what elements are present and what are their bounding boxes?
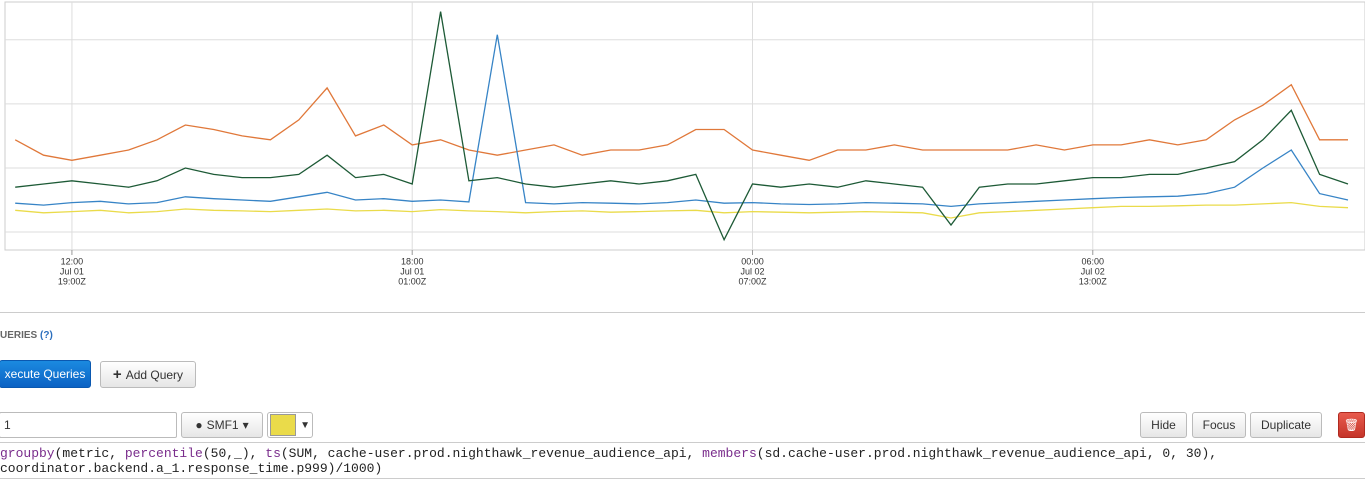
- query-line: groupby(metric, percentile(50,_), ts(SUM…: [0, 446, 1217, 461]
- title: UERIES: [0, 330, 38, 341]
- text: (SUM, cache-user.prod.nighthawk_revenue_…: [280, 446, 703, 461]
- keyword: percentile: [124, 446, 203, 461]
- keyword: ts: [265, 446, 281, 461]
- x-tick-label: 00:00: [741, 256, 764, 266]
- x-tick-utc: 07:00Z: [738, 276, 767, 286]
- focus-button[interactable]: Focus: [1192, 412, 1246, 438]
- keyword: members: [702, 446, 757, 461]
- series-line: [15, 34, 1349, 208]
- label: Duplicate: [1260, 418, 1312, 432]
- label: Add Query: [125, 367, 184, 382]
- x-tick-label: 06:00: [1082, 256, 1105, 266]
- text: (metric,: [54, 446, 125, 461]
- help-link[interactable]: (?): [40, 330, 53, 341]
- series-line: [15, 11, 1349, 242]
- datacenter-dropdown[interactable]: ● SMF1 ▾: [181, 412, 263, 438]
- x-tick-date: Jul 02: [1081, 266, 1105, 276]
- text: (50,_),: [202, 446, 266, 461]
- x-tick-label: 12:00: [61, 256, 84, 266]
- label: xecute Queries: [4, 367, 86, 381]
- x-tick-date: Jul 01: [60, 266, 84, 276]
- x-tick-label: 18:00: [401, 256, 424, 266]
- plot-frame: [4, 1, 1365, 251]
- label: Focus: [1202, 418, 1236, 432]
- x-tick-utc: 13:00Z: [1079, 276, 1108, 286]
- x-tick-date: Jul 02: [740, 266, 764, 276]
- execute-button[interactable]: xecute Queries: [0, 360, 91, 388]
- duplicate-button[interactable]: Duplicate: [1250, 412, 1322, 438]
- divider: [0, 478, 1365, 479]
- section-title: UERIES (?): [0, 330, 53, 341]
- query-name-input[interactable]: 1: [0, 412, 177, 438]
- x-tick-date: Jul 01: [400, 266, 424, 276]
- color-picker[interactable]: ▼: [267, 412, 313, 438]
- divider: [0, 312, 1365, 313]
- hide-button[interactable]: Hide: [1140, 412, 1187, 438]
- delete-button[interactable]: 🗑: [1338, 412, 1365, 438]
- x-tick-utc: 01:00Z: [398, 276, 427, 286]
- divider: [0, 442, 1365, 443]
- label: Hide: [1151, 418, 1176, 432]
- x-tick-utc: 19:00Z: [58, 276, 87, 286]
- series-line: [15, 201, 1349, 219]
- text: (sd.cache-user.prod.nighthawk_revenue_au…: [756, 446, 1218, 461]
- series-line: [14, 83, 1348, 161]
- add-query-button[interactable]: + Add Query: [100, 361, 196, 388]
- query-line: coordinator.backend.a_1.response_time.p9…: [0, 461, 383, 476]
- keyword: groupby: [0, 446, 55, 461]
- value: 1: [4, 418, 11, 432]
- value: SMF1: [206, 418, 239, 432]
